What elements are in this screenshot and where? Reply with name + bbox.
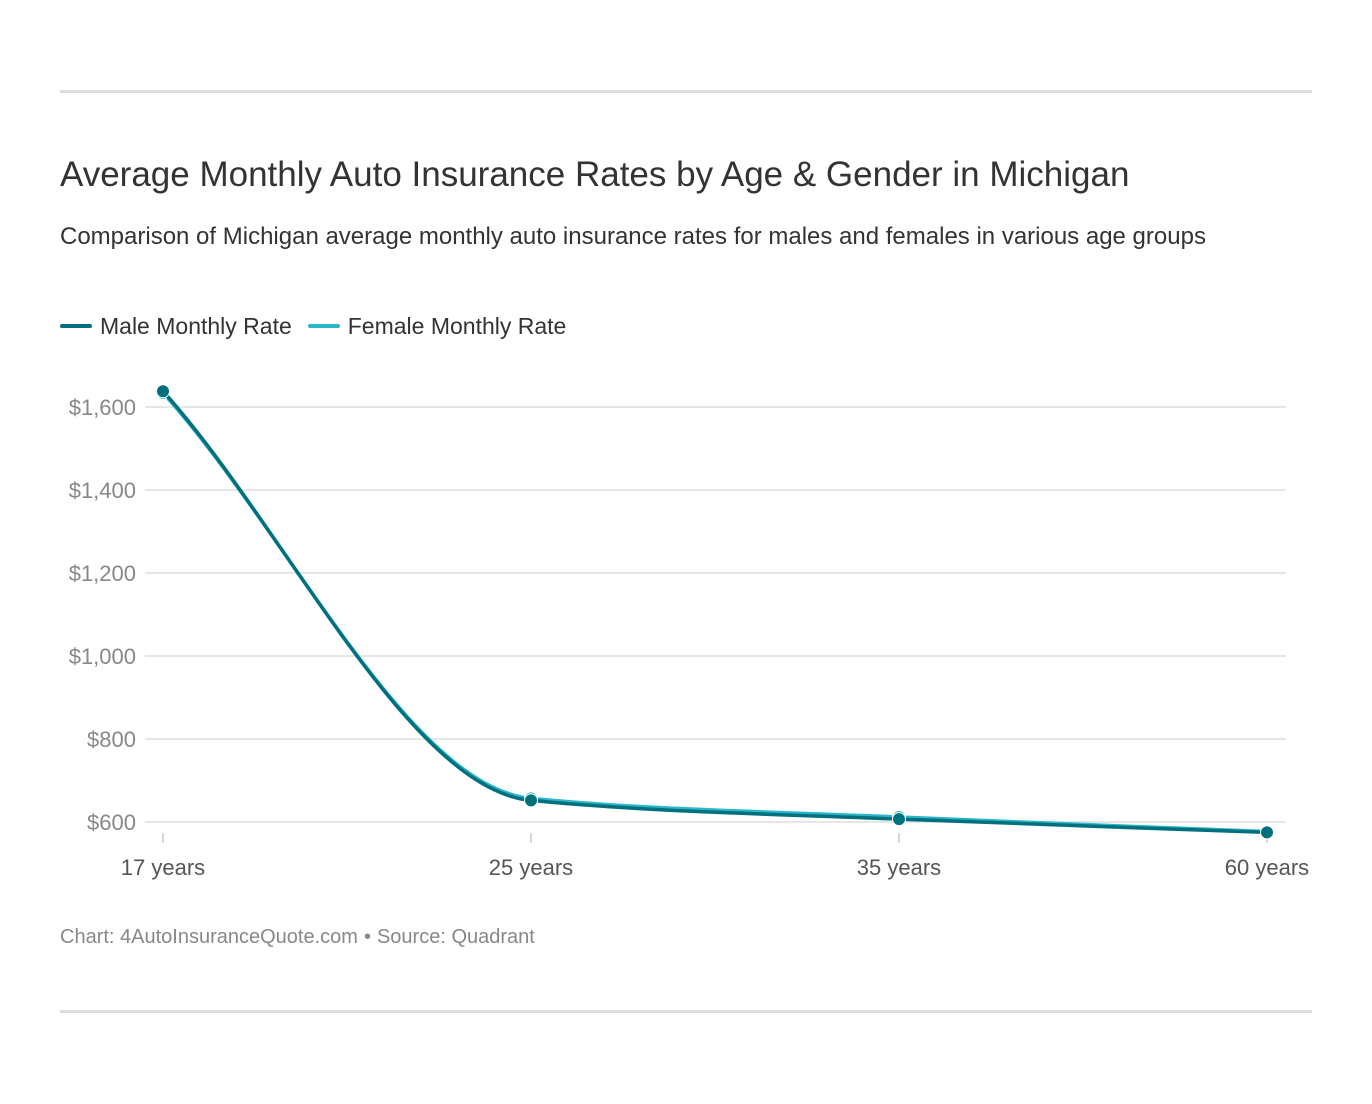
y-tick-label-1600: $1,600	[69, 395, 136, 420]
x-tick-label-3: 60 years	[1225, 855, 1309, 880]
y-tick-label-600: $600	[87, 810, 136, 835]
chart-title: Average Monthly Auto Insurance Rates by …	[60, 155, 1130, 194]
chart-footer: Chart: 4AutoInsuranceQuote.com • Source: Q…	[60, 924, 535, 950]
chart-subtitle: Comparison of Michigan average monthly a…	[60, 223, 1206, 250]
x-tick-label-0: 17 years	[121, 855, 205, 880]
y-tick-label-1200: $1,200	[69, 561, 136, 586]
chart-credit: Chart: 4AutoInsuranceQuote.com	[60, 926, 358, 948]
bottom-divider	[60, 1010, 1312, 1013]
legend-label-male: Male Monthly Rate	[100, 313, 292, 339]
top-divider	[60, 90, 1312, 93]
legend-swatch-female	[307, 324, 340, 328]
y-tick-label-800: $800	[87, 727, 136, 752]
legend-swatch-male	[60, 324, 92, 328]
legend-item-female[interactable]: Female Monthly Rate	[307, 311, 567, 341]
data-point-male-0	[156, 384, 170, 399]
y-tick-label-1000: $1,000	[69, 644, 136, 669]
chart-legend: Male Monthly Rate Female Monthly Rate	[60, 311, 582, 341]
chart-source: Source: Quadrant	[376, 926, 535, 948]
footer-separator: •	[363, 926, 371, 948]
legend-item-male[interactable]: Male Monthly Rate	[60, 311, 292, 341]
legend-label-female: Female Monthly Rate	[347, 313, 567, 339]
data-point-male-3	[1260, 825, 1274, 840]
x-tick-label-1: 25 years	[489, 855, 573, 880]
data-point-male-1	[524, 793, 538, 808]
data-point-male-2	[892, 812, 906, 827]
x-tick-label-2: 35 years	[857, 855, 941, 880]
y-tick-label-1400: $1,400	[69, 478, 136, 503]
series-line-male	[161, 389, 1269, 835]
series-line-female	[161, 391, 1269, 834]
